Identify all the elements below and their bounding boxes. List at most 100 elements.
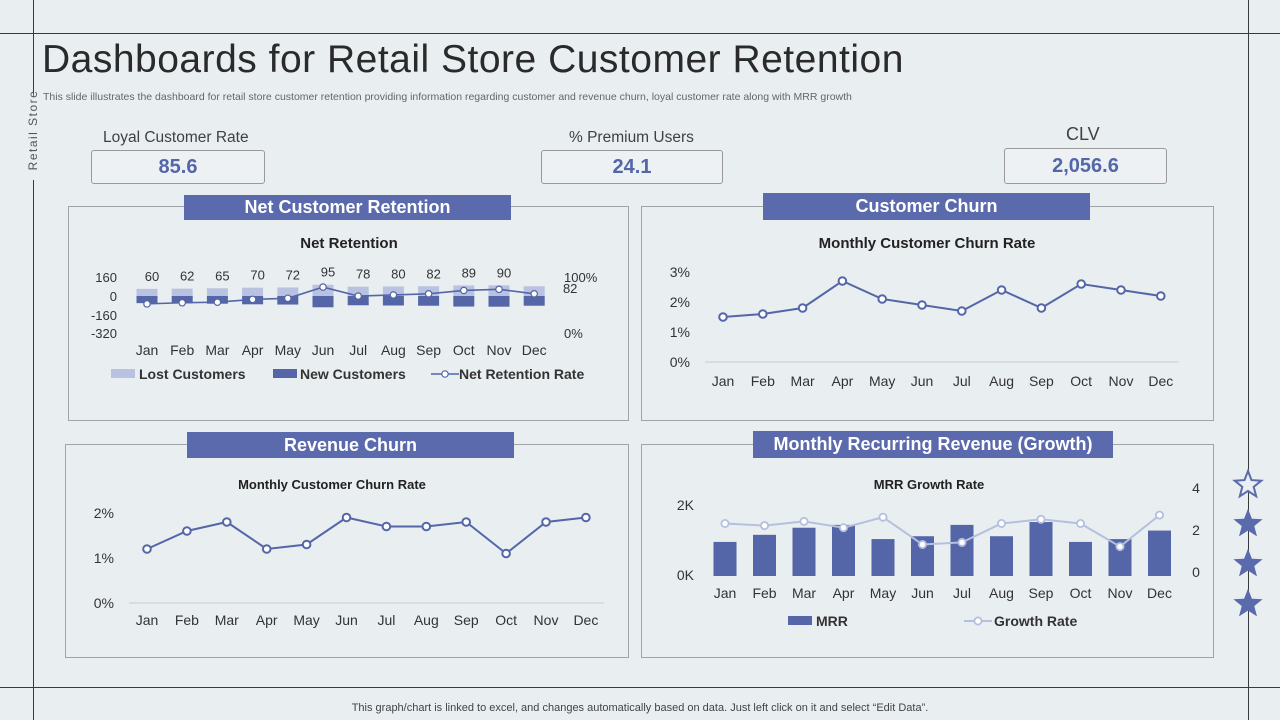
revenue-churn-panel: Monthly Customer Churn Rate 2% 1% 0% Jan Feb M…	[65, 444, 629, 658]
bar-mrr	[753, 534, 776, 576]
star-icon	[1233, 508, 1263, 537]
frame-left-line-lower	[33, 180, 34, 720]
bar-lost-customers	[277, 287, 299, 296]
legend-growth-label: Growth Rate	[994, 613, 1077, 629]
y-right-tick-label: 2	[1192, 522, 1200, 538]
growth-rate-point	[760, 521, 770, 531]
net-retention-rate-point	[424, 290, 433, 298]
bar-lost-customers	[242, 287, 264, 296]
bar-mrr	[1029, 522, 1053, 576]
bar-new-customers	[523, 296, 545, 306]
data-label: 78	[356, 267, 370, 282]
growth-rate-point	[1075, 519, 1085, 529]
x-tick-label: Dec	[1147, 585, 1172, 601]
x-tick-label: Mar	[792, 585, 816, 601]
bar-mrr	[1108, 539, 1132, 576]
frame-top-line	[0, 33, 1280, 34]
growth-rate-point	[957, 537, 967, 547]
mrr-title: Monthly Recurring Revenue (Growth)	[753, 431, 1113, 458]
x-tick-label: Feb	[175, 612, 199, 628]
data-label: 95	[321, 265, 335, 280]
y-tick-label: -160	[91, 308, 117, 323]
kpi-loyal-value: 85.6	[91, 150, 265, 184]
x-tick-label: Apr	[833, 585, 855, 601]
legend-new-swatch	[273, 369, 297, 378]
chart-title: Monthly Customer Churn Rate	[238, 477, 426, 492]
net-retention-title: Net Customer Retention	[184, 195, 511, 220]
y-tick-label: 1%	[670, 324, 690, 340]
net-retention-rate-line	[146, 286, 535, 305]
legend-growth-marker	[973, 616, 983, 626]
churn-rate-point	[421, 521, 432, 532]
x-tick-label: Dec	[522, 342, 547, 358]
legend-mrr-swatch	[788, 616, 812, 625]
bar-new-customers	[488, 296, 510, 307]
x-tick-label: Feb	[170, 342, 194, 358]
x-tick-label: Dec	[1148, 373, 1173, 389]
churn-rate-point	[1036, 303, 1047, 313]
churn-rate-point	[381, 521, 392, 532]
y-tick-label: 3%	[670, 264, 690, 280]
bar-new-customers	[347, 296, 369, 306]
customer-churn-panel: Monthly Customer Churn Rate 3% 2% 1% 0% Jan Fe…	[641, 206, 1214, 421]
bar-mrr	[990, 536, 1013, 576]
x-tick-label: Nov	[1109, 373, 1134, 389]
growth-rate-point	[799, 516, 809, 526]
net-retention-rate-point	[495, 285, 503, 294]
data-label: 82	[426, 266, 440, 281]
churn-rate-line	[722, 279, 1161, 318]
growth-rate-point	[1155, 510, 1165, 520]
churn-rate-point	[917, 300, 927, 310]
frame-bottom-line	[0, 687, 1280, 688]
churn-rate-point	[182, 526, 192, 536]
y-tick-label: 1%	[94, 550, 114, 566]
revenue-churn-chart: Monthly Customer Churn Rate 2% 1% 0% Jan Feb M…	[94, 477, 604, 628]
growth-rate-point	[1115, 542, 1125, 552]
net-retention-chart: Net Retention 160 0 -160 -320 100% 0% Jan Feb Mar…	[91, 235, 598, 382]
bar-new-customers	[382, 296, 404, 306]
y-tick-label: 160	[95, 270, 117, 285]
legend-new-label: New Customers	[300, 366, 406, 382]
x-tick-label: Jan	[712, 373, 735, 389]
frame-left-line	[33, 0, 34, 94]
churn-rate-point	[957, 306, 967, 316]
x-tick-label: Oct	[1070, 373, 1092, 389]
x-tick-label: Sep	[1029, 585, 1054, 601]
churn-rate-point	[718, 312, 728, 322]
churn-rate-point	[996, 285, 1007, 295]
x-tick-label: Jul	[953, 373, 971, 389]
x-tick-label: Mar	[205, 342, 229, 358]
x-tick-label: Jul	[377, 612, 395, 628]
x-tick-label: Feb	[751, 373, 775, 389]
x-tick-label: Apr	[242, 342, 264, 358]
mrr-panel: MRR Growth Rate 2K 0K 4 2 0 Jan Feb Mar Apr May Jun…	[641, 444, 1214, 658]
x-tick-label: May	[293, 612, 319, 628]
footer-note: This graph/chart is linked to excel, and…	[351, 702, 929, 714]
y-right-tick-label: 0%	[564, 326, 583, 341]
growth-rate-point	[838, 523, 848, 533]
x-tick-label: May	[870, 585, 896, 601]
bar-mrr	[1148, 530, 1171, 576]
churn-rate-point	[837, 276, 848, 286]
bar-mrr	[713, 541, 737, 576]
churn-rate-point	[1116, 285, 1126, 295]
data-label: 89	[462, 265, 476, 280]
churn-rate-point	[541, 517, 551, 527]
churn-rate-point	[142, 544, 152, 554]
star-outline-icon	[1232, 468, 1264, 499]
churn-rate-point	[501, 548, 511, 559]
y-tick-label: 2%	[94, 505, 114, 521]
growth-rate-point	[720, 519, 730, 529]
mrr-chart-title: MRR Growth Rate	[874, 477, 985, 492]
bar-mrr	[950, 524, 974, 576]
bar-lost-customers	[136, 288, 158, 296]
x-tick-label: Apr	[256, 612, 278, 628]
x-tick-label: Aug	[989, 373, 1014, 389]
growth-rate-point	[1036, 514, 1046, 524]
x-tick-label: Sep	[416, 342, 441, 358]
x-tick-label: Jul	[953, 585, 971, 601]
net-retention-rate-point	[319, 283, 327, 291]
churn-rate-point	[758, 309, 768, 319]
x-tick-label: Sep	[454, 612, 479, 628]
bar-lost-customers	[206, 288, 228, 296]
